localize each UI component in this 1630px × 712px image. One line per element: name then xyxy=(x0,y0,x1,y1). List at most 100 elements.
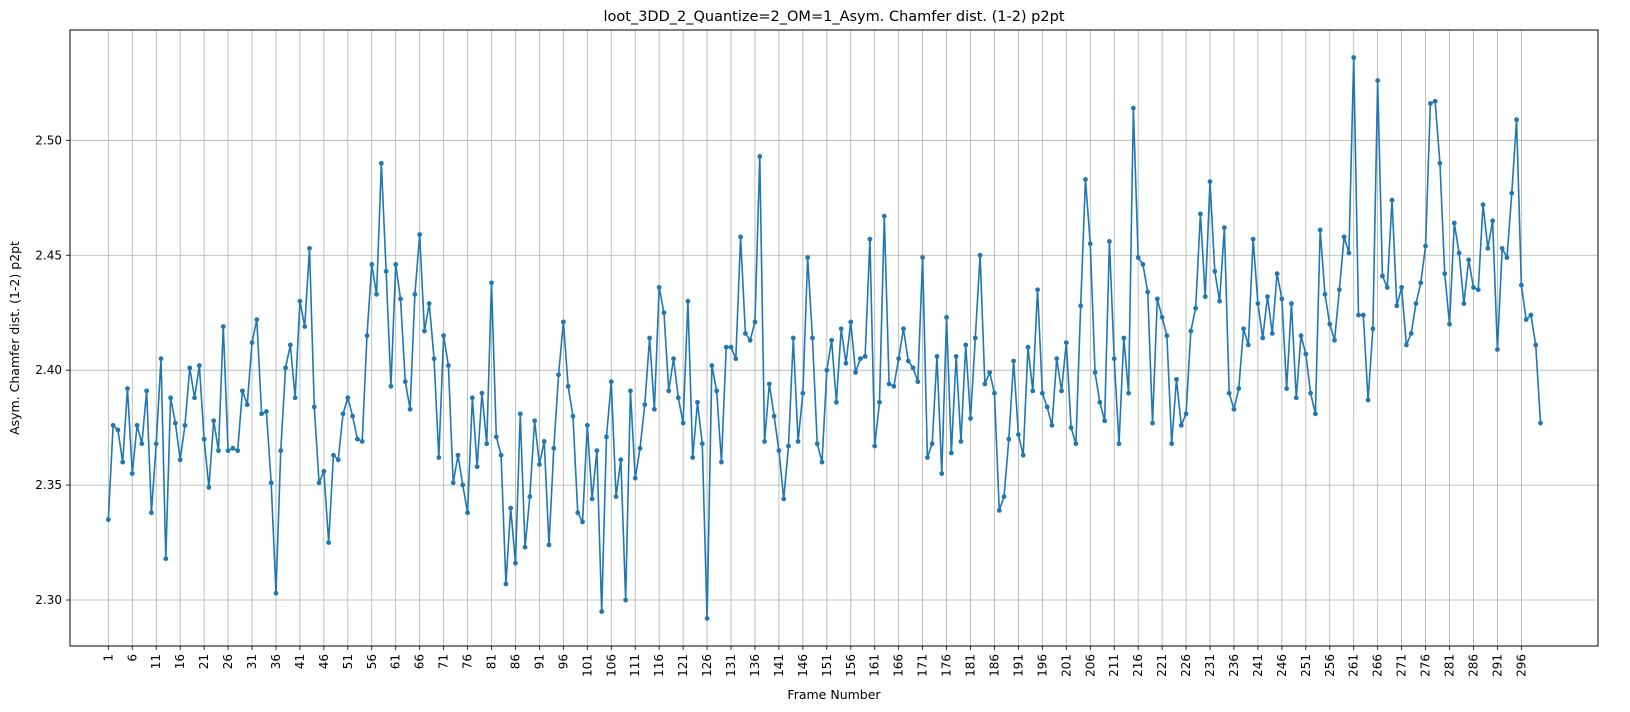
data-point xyxy=(537,462,542,467)
x-tick-label: 6 xyxy=(125,654,139,662)
data-point xyxy=(340,411,346,417)
data-point xyxy=(1169,441,1175,447)
data-point xyxy=(1442,271,1448,277)
x-tick-label: 101 xyxy=(580,654,594,677)
data-point xyxy=(1437,160,1443,166)
y-tick-label: 2.40 xyxy=(35,363,62,377)
data-point xyxy=(560,319,566,325)
data-point xyxy=(230,445,236,451)
x-tick-label: 201 xyxy=(1059,654,1073,677)
x-tick-label: 191 xyxy=(1011,654,1025,677)
data-point xyxy=(1183,411,1189,417)
data-point xyxy=(1499,245,1505,251)
data-point xyxy=(383,268,389,274)
data-point xyxy=(134,422,140,428)
data-point xyxy=(944,314,949,320)
series-line xyxy=(107,56,1542,620)
data-point xyxy=(1073,441,1079,447)
data-point xyxy=(364,333,370,339)
data-point xyxy=(1063,340,1069,345)
data-point xyxy=(1360,312,1366,318)
data-point xyxy=(666,388,672,394)
y-tick-label: 2.30 xyxy=(35,593,62,607)
x-tick-label: 296 xyxy=(1514,654,1528,677)
data-point xyxy=(833,399,839,405)
x-tick-label: 91 xyxy=(532,654,546,669)
x-tick-label: 221 xyxy=(1155,654,1169,677)
data-point xyxy=(139,441,145,447)
data-point xyxy=(287,342,293,348)
data-point xyxy=(738,234,743,240)
data-point xyxy=(1341,234,1347,240)
data-point xyxy=(144,388,150,394)
data-point xyxy=(843,360,849,366)
data-point xyxy=(1269,331,1275,336)
x-tick-label: 236 xyxy=(1227,654,1241,677)
data-point xyxy=(201,436,207,442)
data-point xyxy=(1116,441,1122,447)
data-point xyxy=(618,457,624,463)
x-tick-label: 286 xyxy=(1466,654,1480,677)
data-point xyxy=(350,413,356,419)
data-point xyxy=(129,471,135,477)
data-point xyxy=(1178,422,1184,428)
data-point xyxy=(441,333,447,339)
data-point xyxy=(1044,404,1050,410)
data-point xyxy=(326,540,332,545)
data-point xyxy=(881,213,887,219)
data-point xyxy=(192,395,197,401)
data-point xyxy=(728,344,734,350)
data-point xyxy=(374,291,379,297)
data-point xyxy=(1293,395,1299,401)
x-tick-label: 241 xyxy=(1251,654,1265,677)
data-point xyxy=(1451,220,1457,226)
data-point xyxy=(848,319,854,325)
data-point xyxy=(786,443,791,449)
data-point xyxy=(388,383,394,389)
x-tick-label: 66 xyxy=(413,654,427,669)
x-tick-label: 81 xyxy=(485,654,499,669)
data-point xyxy=(920,255,926,260)
x-tick-label: 36 xyxy=(269,654,283,669)
data-point xyxy=(263,409,269,414)
plot-frame xyxy=(69,29,1599,647)
x-tick-label: 121 xyxy=(676,654,690,677)
data-point xyxy=(527,494,533,499)
data-point xyxy=(1480,202,1486,208)
data-point xyxy=(321,468,327,474)
data-point xyxy=(671,356,676,362)
data-point xyxy=(355,436,360,442)
data-point xyxy=(1432,98,1438,104)
data-point xyxy=(1087,241,1093,247)
x-tick-label: 261 xyxy=(1347,654,1361,677)
data-point xyxy=(182,422,188,428)
data-point xyxy=(1265,294,1270,300)
data-point xyxy=(153,441,159,447)
data-point xyxy=(723,344,729,350)
data-point xyxy=(675,395,681,401)
data-point xyxy=(977,252,983,258)
x-tick-label: 276 xyxy=(1419,654,1433,677)
x-tick-label: 56 xyxy=(365,654,379,669)
data-point xyxy=(125,386,130,391)
data-point xyxy=(948,450,954,456)
data-point xyxy=(1490,218,1496,224)
data-point xyxy=(1336,287,1342,293)
data-point xyxy=(1418,280,1424,286)
data-point xyxy=(546,542,552,548)
data-point xyxy=(1423,243,1428,249)
data-point xyxy=(1375,78,1381,83)
x-tick-label: 111 xyxy=(628,654,642,677)
data-point xyxy=(302,324,308,329)
data-point xyxy=(1159,314,1165,320)
data-point xyxy=(704,616,710,621)
data-point xyxy=(522,544,528,550)
x-tick-label: 136 xyxy=(748,654,762,677)
data-point xyxy=(565,383,571,389)
data-point xyxy=(1121,335,1127,341)
data-point xyxy=(982,381,988,387)
data-point xyxy=(1279,296,1285,302)
data-point xyxy=(1399,285,1405,290)
data-point xyxy=(1456,250,1462,256)
data-point xyxy=(244,402,250,408)
